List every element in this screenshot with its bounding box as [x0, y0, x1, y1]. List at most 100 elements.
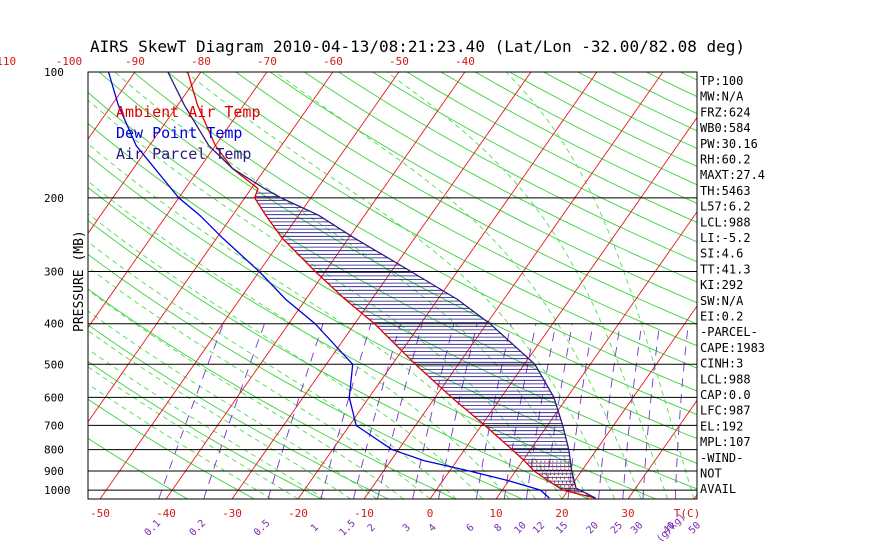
dry-adiabat-line — [646, 72, 697, 98]
bottom-temp-tick-label: -10 — [354, 507, 374, 520]
stability-index-label: LCL:988 — [700, 372, 751, 386]
dry-adiabat-line — [88, 398, 255, 499]
pressure-tick-label: 500 — [44, 358, 64, 371]
legend-entry: Dew Point Temp — [116, 124, 242, 142]
dry-adiabat-line — [88, 186, 657, 499]
moist-adiabat-line — [88, 266, 431, 499]
air-parcel-temp-line — [167, 72, 596, 499]
isotherm-line — [363, 72, 664, 499]
stability-index-label: L57:6.2 — [700, 200, 751, 214]
dry-adiabat-line — [406, 72, 697, 223]
dry-adiabat-line — [88, 360, 322, 499]
stability-index-label: MAXT:27.4 — [700, 168, 765, 182]
bottom-temp-tick-label: 30 — [621, 507, 634, 520]
moist-adiabat-line — [88, 180, 510, 499]
stability-index-label: CAPE:1983 — [700, 341, 765, 355]
dry-adiabat-line — [235, 72, 697, 325]
stability-index-label: LI:-5.2 — [700, 231, 751, 245]
isotherm-line — [760, 72, 870, 499]
mixing-ratio-line — [525, 323, 557, 499]
mixing-ratio-label: 2 — [366, 522, 378, 534]
top-temp-tick-label: -80 — [191, 55, 211, 68]
bottom-temp-tick-label: 10 — [489, 507, 502, 520]
chart-title: AIRS SkewT Diagram 2010-04-13/08:21:23.4… — [90, 37, 745, 56]
dew-point-temp-line — [107, 72, 550, 499]
moist-adiabat-line — [88, 143, 536, 499]
top-temp-tick-label: -100 — [56, 55, 83, 68]
stability-index-label: LCL:988 — [700, 215, 751, 229]
stability-index-label: SI:4.6 — [700, 247, 743, 261]
stability-index-label: MPL:107 — [700, 435, 751, 449]
legend-entry: Ambient Air Temp — [116, 103, 261, 121]
stability-index-label: AVAIL — [700, 482, 736, 496]
top-temp-tick-label: -70 — [257, 55, 277, 68]
isotherm-line — [88, 72, 268, 329]
bottom-temp-tick-label: 20 — [555, 507, 568, 520]
top-temp-tick-label: -50 — [389, 55, 409, 68]
moist-adiabat-line — [275, 72, 642, 499]
mixing-ratio-line — [267, 323, 324, 499]
mixing-ratio-label: 12 — [531, 520, 547, 536]
stability-index-label: TP:100 — [700, 74, 743, 88]
mixing-ratio-label: 10 — [512, 520, 528, 536]
mixing-ratio-line — [674, 323, 689, 499]
moist-adiabat-line — [88, 289, 404, 499]
pressure-tick-label: 200 — [44, 192, 64, 205]
isotherm-line — [495, 211, 697, 499]
dry-adiabat-line — [167, 72, 697, 369]
pressure-tick-label: 100 — [44, 66, 64, 79]
dry-adiabat-line — [88, 253, 523, 499]
dry-adiabat-line — [509, 72, 697, 168]
top-temp-tick-label: -90 — [125, 55, 145, 68]
isotherm-line — [561, 305, 697, 499]
dry-adiabat-line — [88, 91, 697, 440]
stability-index-label: CAP:0.0 — [700, 388, 751, 402]
moist-adiabat-line — [88, 348, 325, 499]
mixing-ratio-line — [377, 323, 423, 499]
bottom-temp-tick-label: -30 — [222, 507, 242, 520]
mixing-ratio-line — [158, 323, 224, 499]
mixing-ratio-line — [438, 323, 478, 499]
stability-index-label: RH:60.2 — [700, 153, 751, 167]
mixing-ratio-label: 30 — [629, 520, 645, 536]
pressure-tick-label: 300 — [44, 266, 64, 279]
stability-index-label: FRZ:624 — [700, 105, 751, 119]
mixing-ratio-line — [503, 323, 537, 499]
isotherm-line — [826, 72, 870, 499]
isotherm-line — [165, 72, 466, 499]
legend-entry: Air Parcel Temp — [116, 145, 251, 163]
stability-index-label: EI:0.2 — [700, 310, 743, 324]
mixing-ratio-label: 0.5 — [252, 518, 273, 539]
isotherm-line — [0, 72, 69, 499]
moist-adiabat-line — [88, 99, 563, 499]
mixing-ratio-line — [475, 323, 512, 499]
dry-adiabat-line — [338, 72, 697, 263]
dry-adiabat-line — [88, 437, 188, 499]
isotherm-line — [231, 72, 532, 499]
dry-adiabat-line — [749, 72, 870, 499]
top-temp-tick-label: -60 — [323, 55, 343, 68]
moist-adiabat-line — [88, 330, 352, 499]
mixing-ratio-label: (g/kg) — [655, 512, 688, 545]
bottom-temp-tick-label: T(C) — [674, 507, 701, 520]
mixing-ratio-line — [598, 323, 621, 499]
moist-adiabat-line — [505, 72, 695, 499]
stability-index-label: TT:41.3 — [700, 262, 751, 276]
mixing-ratio-line — [412, 323, 455, 499]
dry-adiabat-line — [88, 219, 590, 499]
pressure-tick-label: 700 — [44, 419, 64, 432]
stability-index-label: WB0:584 — [700, 121, 751, 135]
mixing-ratio-label: 50 — [687, 520, 703, 536]
moist-adiabat-line — [88, 366, 299, 499]
dry-adiabat-line — [269, 72, 697, 304]
stability-index-label: NOT — [700, 467, 722, 481]
isotherm-line — [297, 72, 598, 499]
y-axis-label: PRESSURE (MB) — [72, 230, 87, 332]
dry-adiabat-line — [88, 122, 697, 464]
stability-index-label: PW:30.16 — [700, 137, 758, 151]
mixing-ratio-label: 6 — [465, 522, 477, 534]
mixing-ratio-line — [567, 323, 594, 499]
isotherm-line — [88, 72, 136, 140]
